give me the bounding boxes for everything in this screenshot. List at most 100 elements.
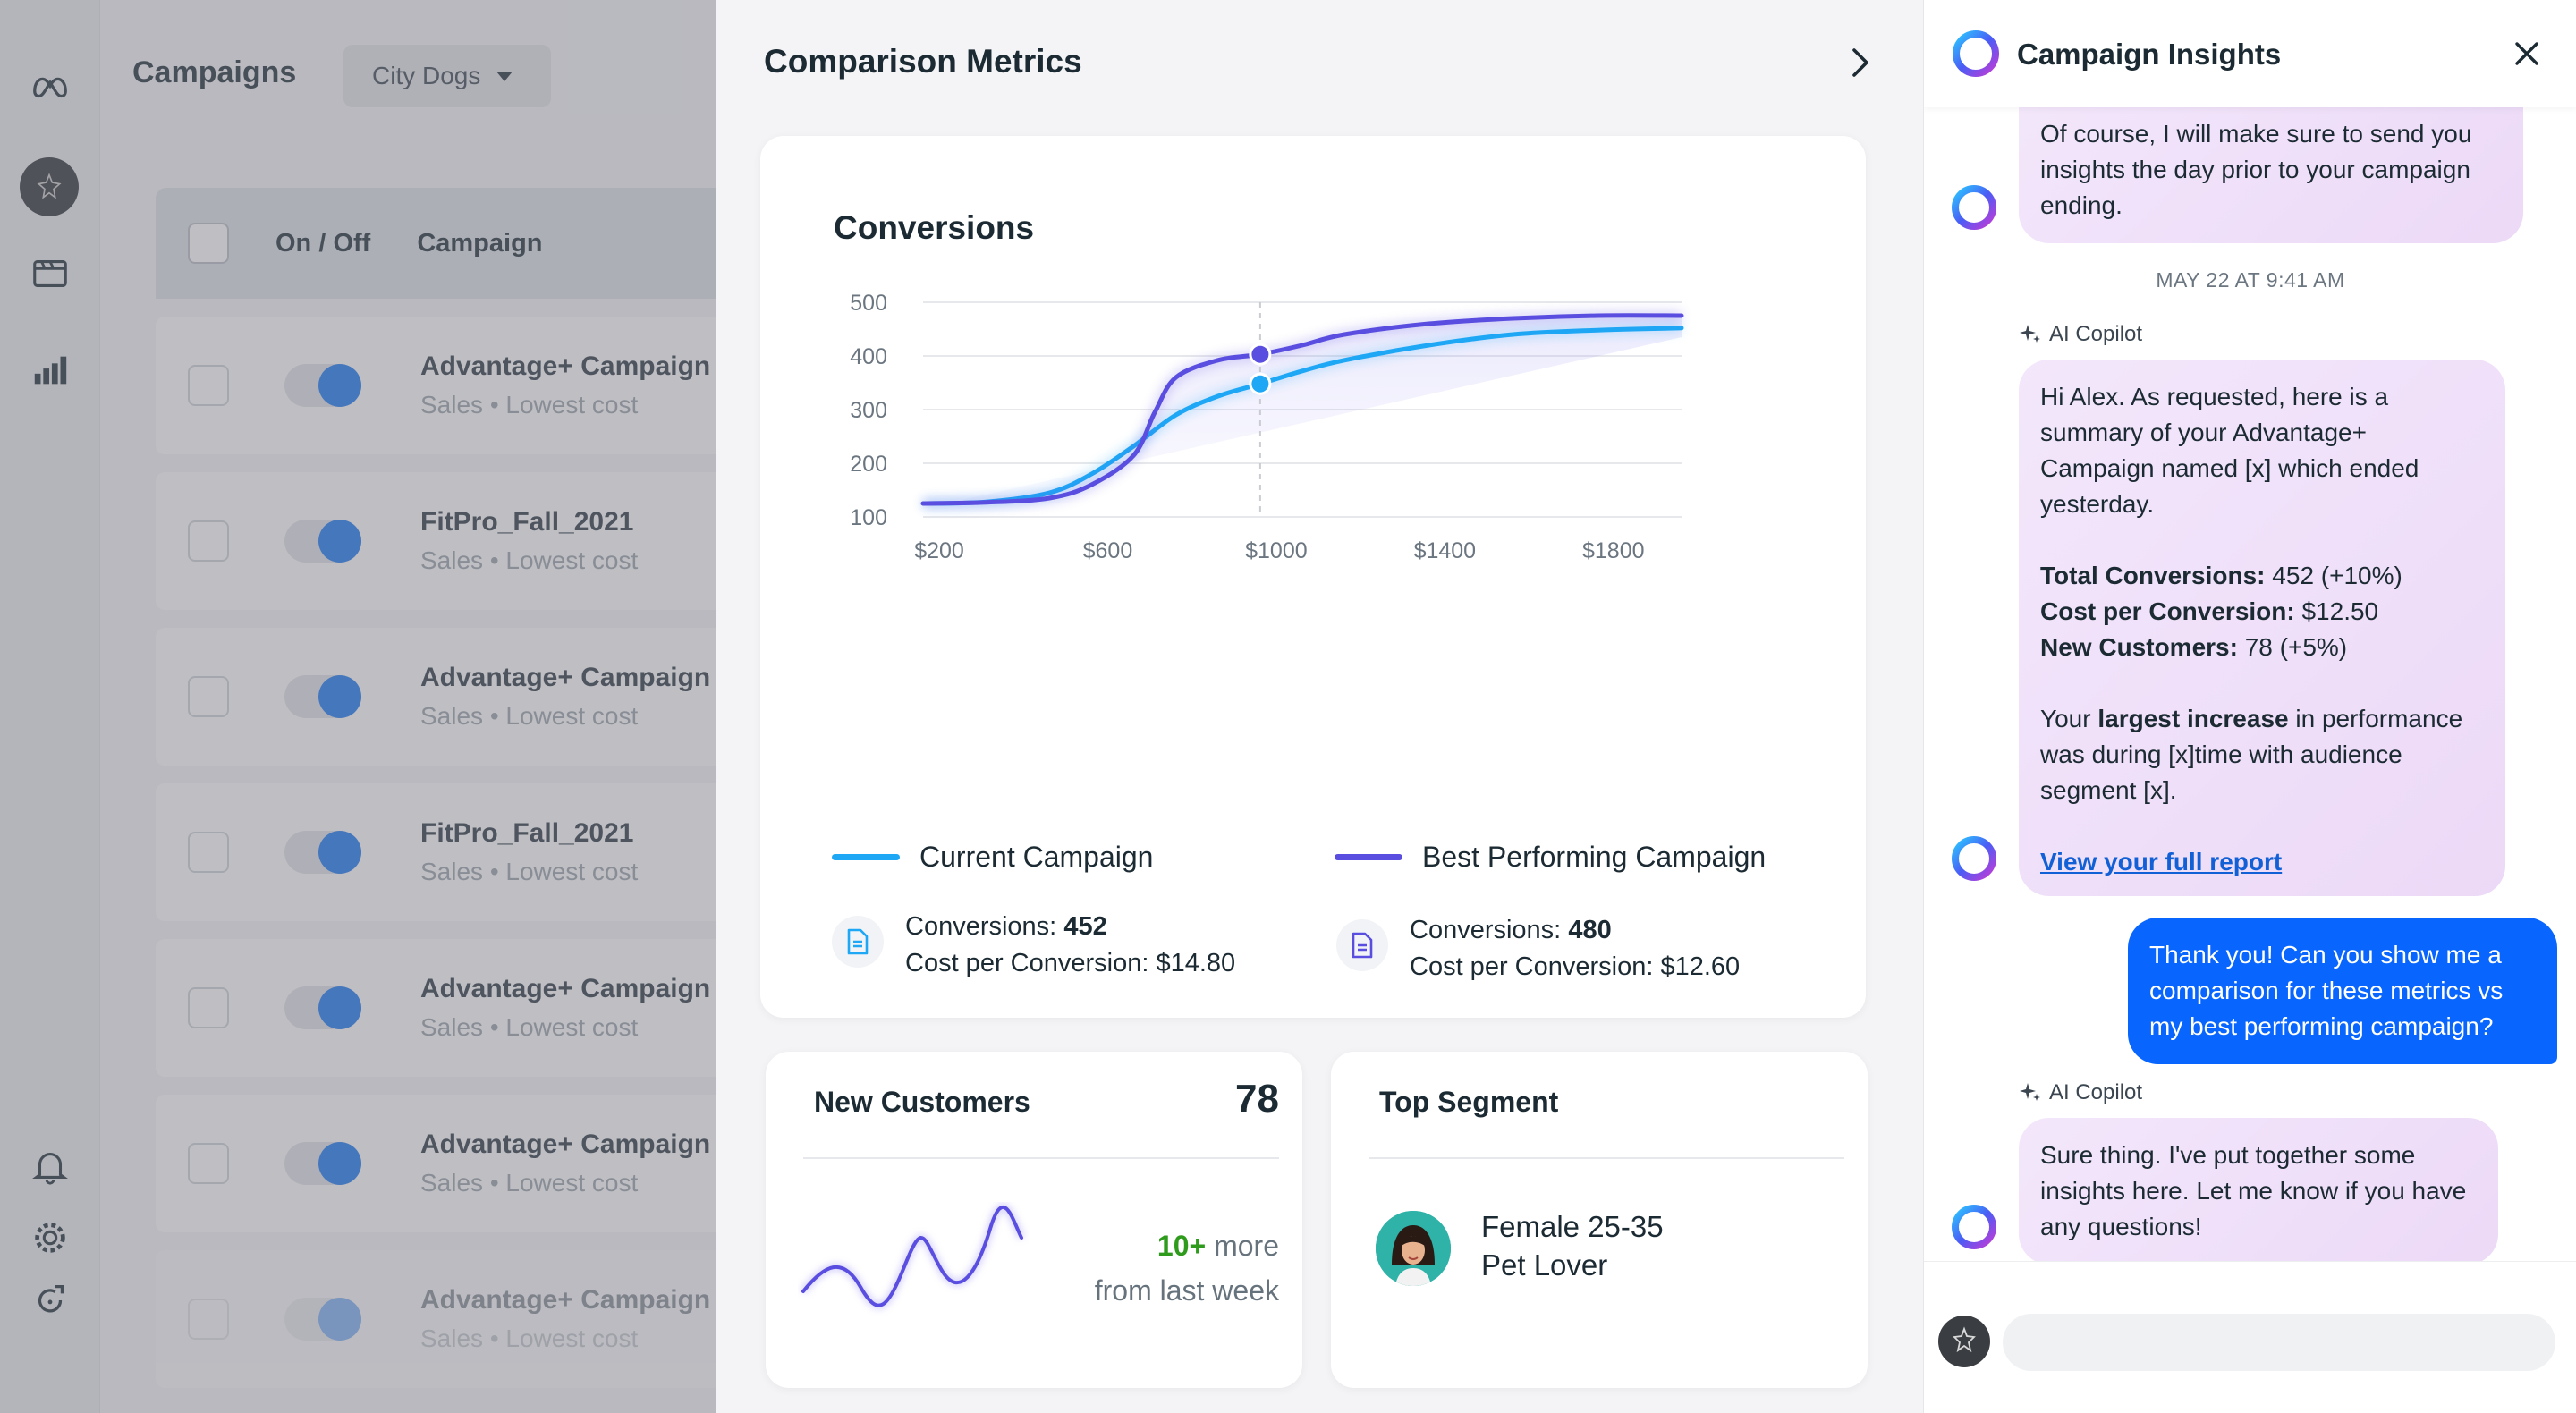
highlight-point-current [1249,372,1272,395]
ai-assistant-logo-icon [1953,30,1999,77]
toggle-knob [318,520,361,563]
segment-line-1: Female 25-35 [1481,1210,1664,1243]
row-checkbox[interactable] [188,1143,229,1184]
row-checkbox[interactable] [188,832,229,873]
bell-icon[interactable] [29,1145,72,1188]
segment-avatar [1376,1211,1451,1286]
message-text: Of course, I will make sure to send you … [2040,120,2472,219]
legend-swatch-current [832,854,900,860]
toggle-knob [318,1142,361,1185]
message-input[interactable] [2003,1314,2555,1371]
message-text: Your [2040,705,2098,732]
close-icon[interactable] [2509,36,2545,72]
message-text: in performance was during [x]time with a… [2040,705,2463,804]
message-text: Sure thing. I've put together some insig… [2040,1141,2467,1240]
campaign-toggle[interactable] [284,1142,361,1185]
modal-backdrop[interactable] [0,0,716,1413]
stat-value: $12.60 [1660,952,1741,981]
campaign-toggle[interactable] [284,1298,361,1341]
campaign-subtitle: Sales • Lowest cost [420,1324,639,1352]
stat-value: $14.80 [1156,949,1236,977]
chat-composer [1924,1261,2576,1413]
message-text: Hi Alex. As requested, here is a summary… [2040,383,2419,518]
panel-title: Comparison Metrics [764,43,1082,80]
campaign-name[interactable]: FitPro_Fall_2021 [420,818,634,848]
campaign-name[interactable]: Advantage+ Campaign [420,1130,711,1159]
assistant-avatar-icon [1952,1205,1996,1249]
document-icon [1336,919,1388,971]
account-select-value: City Dogs [372,62,481,89]
x-tick-label: $1800 [1582,538,1645,563]
row-checkbox[interactable] [188,676,229,717]
campaign-subtitle: Sales • Lowest cost [420,546,639,574]
row-checkbox[interactable] [188,1299,229,1340]
campaign-subtitle: Sales • Lowest cost [420,391,639,419]
conversions-chart: 100 200 300 400 500 $200 $600 $1000 $1400 $1800 [850,291,1684,563]
toggle-knob [318,675,361,718]
assistant-avatar-icon [1952,185,1996,230]
message-emphasis: largest increase [2097,705,2289,732]
assistant-message: Hi Alex. As requested, here is a summary… [2019,360,2505,896]
legend-swatch-best [1335,854,1402,860]
account-avatar[interactable] [20,157,79,216]
column-header-campaign: Campaign [417,228,543,258]
top-segment-card: Top Segment Female 25-35 Pet Lover [1331,1052,1868,1388]
table-row[interactable]: Advantage+ Campaign Sales • Lowest cost [156,1250,716,1388]
y-tick-label: 400 [850,344,887,369]
row-checkbox[interactable] [188,520,229,562]
table-row[interactable]: FitPro_Fall_2021 Sales • Lowest cost [156,472,716,610]
assistant-message: Of course, I will make sure to send you … [2019,107,2523,243]
toggle-knob [318,986,361,1029]
new-customers-card: New Customers 78 10+ more from last week [766,1052,1302,1388]
table-header: On / Off Campaign [156,188,716,299]
best-campaign-stats: Conversions: 480 Cost per Conversion: $1… [1336,912,1740,986]
campaign-name[interactable]: Advantage+ Campaign [420,974,711,1003]
legend-label-current: Current Campaign [919,841,1154,873]
stat-label: Conversions: [905,912,1064,941]
ads-manager-icon[interactable] [29,252,72,295]
campaign-toggle[interactable] [284,364,361,407]
new-customers-title: New Customers [814,1086,1030,1118]
page-title: Campaigns [132,55,297,89]
row-checkbox[interactable] [188,365,229,406]
view-report-link[interactable]: View your full report [2040,848,2283,876]
table-row[interactable]: Advantage+ Campaign Sales • Lowest cost [156,1095,716,1232]
user-message: Thank you! Can you show me a comparison … [2128,918,2557,1064]
metric-value: 78 (+5%) [2237,633,2348,661]
campaign-table: On / Off Campaign Advantage+ Campaign Sal… [156,188,716,1388]
legend-label-best: Best Performing Campaign [1422,841,1767,873]
meta-logo-icon[interactable] [29,64,72,107]
help-icon[interactable] [29,1279,72,1322]
y-tick-label: 500 [850,291,887,316]
table-row[interactable]: Advantage+ Campaign Sales • Lowest cost [156,628,716,766]
campaign-name[interactable]: Advantage+ Campaign [420,351,711,381]
account-select[interactable]: City Dogs [343,45,551,107]
table-row[interactable]: Advantage+ Campaign Sales • Lowest cost [156,317,716,454]
campaign-toggle[interactable] [284,831,361,874]
analytics-icon[interactable] [29,349,72,392]
ai-copilot-tag: AI Copilot [2019,1080,2142,1105]
campaign-toggle[interactable] [284,675,361,718]
row-checkbox[interactable] [188,987,229,1028]
table-row[interactable]: FitPro_Fall_2021 Sales • Lowest cost [156,783,716,921]
campaign-name[interactable]: Advantage+ Campaign [420,663,711,692]
chevron-right-icon[interactable] [1841,43,1880,82]
campaign-toggle[interactable] [284,520,361,563]
campaign-name[interactable]: Advantage+ Campaign [420,1285,711,1315]
toggle-knob [318,364,361,407]
conversions-card: Conversions 100 200 300 400 500 $200 $600 $1000… [760,136,1866,1018]
legend-best: Best Performing Campaign [1335,841,1766,874]
select-all-checkbox[interactable] [188,223,229,264]
gear-icon[interactable] [29,1216,72,1259]
copilot-label: AI Copilot [2049,1080,2143,1104]
toggle-knob [318,831,361,874]
change-number: 10+ [1157,1230,1207,1262]
legend-current: Current Campaign [832,841,1153,874]
campaign-toggle[interactable] [284,986,361,1029]
x-tick-label: $1400 [1414,538,1477,563]
column-header-on-off: On / Off [275,228,371,258]
chat-thread[interactable]: Of course, I will make sure to send you … [1924,107,2576,1261]
campaign-name[interactable]: FitPro_Fall_2021 [420,507,634,537]
table-row[interactable]: Advantage+ Campaign Sales • Lowest cost [156,939,716,1077]
campaign-subtitle: Sales • Lowest cost [420,858,639,885]
